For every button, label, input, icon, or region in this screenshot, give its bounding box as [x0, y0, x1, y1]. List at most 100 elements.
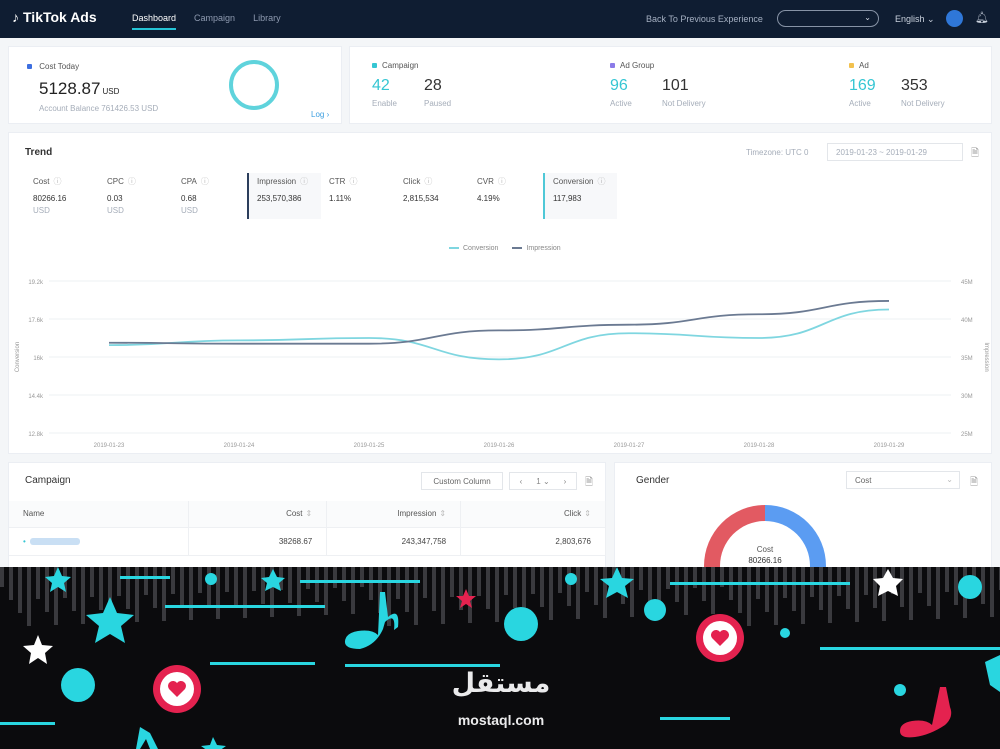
cost-today-card: Cost Today 5128.87 USD Account Balance 76…	[8, 46, 342, 124]
info-icon: ⓘ	[53, 177, 62, 186]
metric-click[interactable]: Click ⓘ 2,815,534	[403, 177, 439, 203]
equalizer-bar	[99, 567, 103, 610]
equalizer-bar	[441, 567, 445, 624]
equalizer-bar	[828, 567, 832, 623]
equalizer-bar	[9, 567, 13, 600]
info-icon: ⓘ	[200, 177, 209, 186]
equalizer-bar	[333, 567, 337, 588]
equalizer-bar	[558, 567, 562, 593]
campaign-enable-label: Enable	[372, 99, 397, 108]
equalizer-bars	[0, 567, 1000, 626]
equalizer-bar	[864, 567, 868, 595]
x-tick-label: 2019-01-24	[224, 443, 255, 449]
equalizer-bar	[720, 567, 724, 587]
series-line-conversion	[108, 308, 890, 361]
info-icon: ⓘ	[349, 177, 358, 186]
equalizer-bar	[531, 567, 535, 594]
ad-summary[interactable]: Ad 169 Active 353 Not Delivery	[849, 61, 953, 108]
equalizer-bar	[270, 567, 274, 617]
trend-title: Trend	[25, 147, 53, 158]
equalizer-bar	[234, 567, 238, 605]
log-link[interactable]: Log ›	[311, 110, 330, 119]
ad-not-delivery-label: Not Delivery	[901, 99, 945, 108]
equalizer-bar	[243, 567, 247, 618]
language-selector[interactable]: English ⌄	[895, 14, 935, 24]
equalizer-bar	[432, 567, 436, 611]
export-icon[interactable]: 🗎︎	[585, 477, 594, 488]
table-row[interactable]: • 38268.67 243,347,758 2,803,676	[9, 527, 606, 556]
avatar[interactable]	[946, 10, 963, 27]
adgroup-not-delivery-label: Not Delivery	[662, 99, 706, 108]
equalizer-bar	[27, 567, 31, 626]
next-page-button[interactable]: ›	[563, 477, 567, 486]
date-range-picker[interactable]: 2019-01-23 ~ 2019-01-29	[827, 143, 963, 161]
chart-legend: Conversion Impression	[449, 245, 561, 252]
x-tick-label: 2019-01-25	[354, 443, 385, 449]
sort-icon: ⇕	[439, 509, 447, 519]
equalizer-bar	[954, 567, 958, 605]
equalizer-bar	[837, 567, 841, 596]
cyan-lines	[0, 576, 1000, 725]
equalizer-bar	[657, 567, 661, 616]
gender-metric-select[interactable]: Cost ⌄	[846, 471, 960, 489]
equalizer-bar	[594, 567, 598, 605]
custom-column-button[interactable]: Custom Column	[421, 472, 503, 490]
equalizer-bar	[126, 567, 130, 609]
equalizer-bar	[495, 567, 499, 622]
campaign-card: Campaign Custom Column ‹ 1 ⌄ › 🗎︎ Name C…	[8, 462, 606, 572]
donut-center-value: 80266.16	[748, 556, 782, 565]
top-nav: ♪ TikTok Ads Dashboard Campaign Library …	[0, 0, 1000, 38]
metric-cost[interactable]: Cost ⓘ 80266.16 USD	[33, 177, 67, 215]
nav-library[interactable]: Library	[253, 13, 281, 23]
equalizer-bar	[387, 567, 391, 626]
campaign-name-cell[interactable]: •	[9, 527, 190, 556]
metric-cpa[interactable]: CPA ⓘ 0.68 USD	[181, 177, 209, 215]
x-tick-label: 2019-01-27	[614, 443, 645, 449]
col-click[interactable]: Click ⇕	[460, 501, 606, 528]
y-axis-label: Conversion	[15, 342, 21, 372]
metric-cvr[interactable]: CVR ⓘ 4.19%	[477, 177, 506, 203]
info-icon: ⓘ	[300, 177, 309, 186]
donut-center-label: Cost	[756, 545, 774, 554]
tiktok-note-icon: ♪	[12, 9, 19, 25]
tiktok-ads-logo[interactable]: ♪ TikTok Ads	[12, 9, 97, 25]
star-icon	[985, 655, 1000, 692]
equalizer-bar	[540, 567, 544, 607]
y2-tick-label: 45M	[961, 280, 973, 286]
export-icon[interactable]: 🗎︎	[971, 148, 980, 159]
legend-conversion[interactable]: Conversion	[449, 245, 498, 252]
col-impression[interactable]: Impression ⇕	[326, 501, 462, 528]
prev-page-button[interactable]: ‹	[519, 477, 523, 486]
back-to-previous-link[interactable]: Back To Previous Experience	[646, 14, 763, 24]
cost-progress-ring	[229, 60, 279, 110]
equalizer-bar	[711, 567, 715, 614]
equalizer-bar	[378, 567, 382, 613]
equalizer-bar	[180, 567, 184, 607]
equalizer-bar	[225, 567, 229, 592]
legend-impression[interactable]: Impression	[512, 245, 561, 252]
nav-campaign[interactable]: Campaign	[194, 13, 236, 23]
adgroup-summary[interactable]: Ad Group 96 Active 101 Not Delivery	[610, 61, 714, 108]
bell-icon[interactable]: 🔔︎	[975, 12, 989, 24]
equalizer-bar	[405, 567, 409, 612]
metric-conversion[interactable]: Conversion ⓘ 117,983	[543, 173, 617, 219]
equalizer-bar	[306, 567, 310, 589]
page-select[interactable]: 1 ⌄	[536, 477, 550, 486]
account-selector[interactable]: ⌄	[777, 10, 879, 27]
cost-today-value: 5128.87	[39, 79, 101, 98]
equalizer-bar	[846, 567, 850, 609]
metric-cpc[interactable]: CPC ⓘ 0.03 USD	[107, 177, 136, 215]
export-icon[interactable]: 🗎︎	[970, 477, 979, 488]
nav-dashboard[interactable]: Dashboard	[132, 13, 177, 30]
equalizer-bar	[351, 567, 355, 614]
y-tick-label: 12.8k	[28, 432, 44, 438]
equalizer-bar	[666, 567, 670, 589]
metric-ctr[interactable]: CTR ⓘ 1.11%	[329, 177, 358, 203]
metric-impression[interactable]: Impression ⓘ 253,570,386	[247, 173, 321, 219]
equalizer-bar	[513, 567, 517, 608]
campaign-summary[interactable]: Campaign 42 Enable 28 Paused	[372, 61, 476, 108]
equalizer-bar	[117, 567, 121, 596]
campaign-paused-count: 28	[424, 77, 442, 94]
col-cost[interactable]: Cost ⇕	[188, 501, 328, 528]
col-name[interactable]: Name	[9, 501, 190, 528]
